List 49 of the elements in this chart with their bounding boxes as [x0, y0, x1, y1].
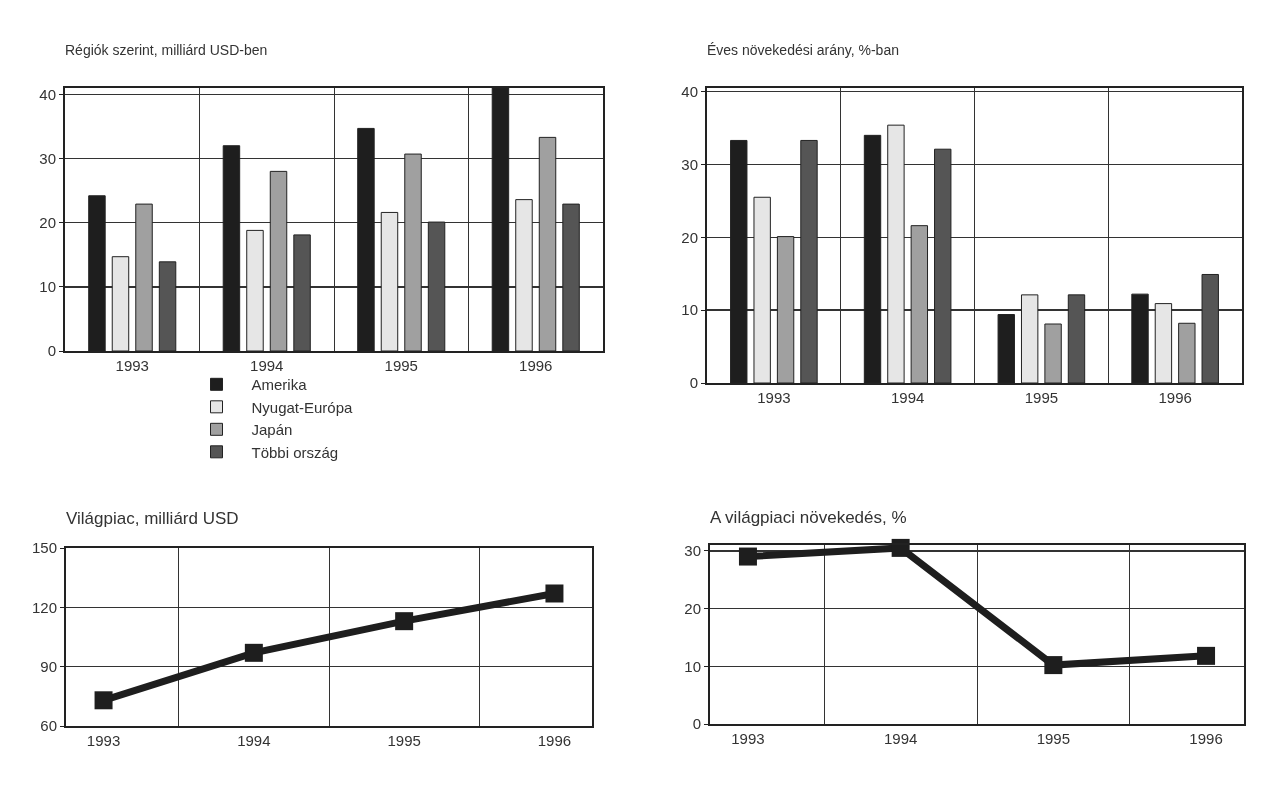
y-tick-label: 150	[31, 539, 57, 557]
point	[244, 643, 263, 662]
x-tick-label: 1996	[537, 732, 572, 749]
y-tick-label: 0	[689, 374, 698, 392]
x-tick-label: 1993	[86, 732, 121, 749]
point	[1044, 656, 1063, 675]
x-tick-label: 1994	[237, 732, 271, 749]
x-tick-label: 1996	[1189, 730, 1223, 747]
point	[545, 584, 564, 603]
y-tick-label: 60	[40, 717, 57, 735]
chart-title: Éves növekedési arány, %-ban	[707, 41, 899, 58]
y-tick-label: 20	[684, 599, 701, 617]
legend-label: Amerika	[251, 376, 308, 394]
x-tick-label: 1993	[731, 730, 765, 747]
chart-title: Régiók szerint, milliárd USD-ben	[65, 41, 268, 58]
x-tick-label: 1996	[1158, 389, 1192, 406]
x-tick-label: 1994	[890, 389, 925, 406]
point	[94, 691, 113, 710]
legend-label: Többi ország	[251, 443, 339, 461]
y-tick-label: 40	[681, 82, 698, 100]
y-tick-label: 20	[39, 213, 56, 231]
x-tick-label: 1996	[519, 357, 553, 374]
y-tick-label: 120	[31, 598, 57, 616]
y-tick-label: 90	[40, 657, 57, 675]
y-tick-label: 0	[692, 715, 701, 733]
x-tick-label: 1993	[115, 357, 149, 374]
x-tick-label: 1995	[384, 357, 418, 374]
y-tick-label: 10	[39, 278, 56, 296]
y-tick-label: 30	[681, 155, 698, 173]
y-tick-label: 30	[39, 149, 56, 167]
point	[738, 547, 757, 566]
y-tick-label: 0	[47, 342, 56, 360]
chart-title: A világpiaci növekedés, %	[710, 507, 907, 527]
point	[395, 612, 414, 631]
x-tick-label: 1994	[250, 357, 284, 374]
legend-label: Japán	[251, 421, 293, 439]
chart-title: Világpiac, milliárd USD	[66, 508, 239, 528]
legend-label: Nyugat-Európa	[251, 398, 354, 416]
y-tick-label: 10	[681, 301, 698, 319]
y-tick-label: 30	[684, 542, 701, 560]
x-tick-label: 1995	[1036, 730, 1071, 747]
x-tick-label: 1995	[1024, 389, 1059, 406]
point	[1197, 646, 1216, 665]
x-tick-label: 1993	[757, 389, 791, 406]
y-tick-label: 40	[39, 85, 56, 103]
x-tick-label: 1995	[387, 732, 421, 749]
x-tick-label: 1994	[883, 730, 918, 747]
y-tick-label: 20	[681, 228, 698, 246]
y-tick-label: 10	[684, 657, 701, 675]
